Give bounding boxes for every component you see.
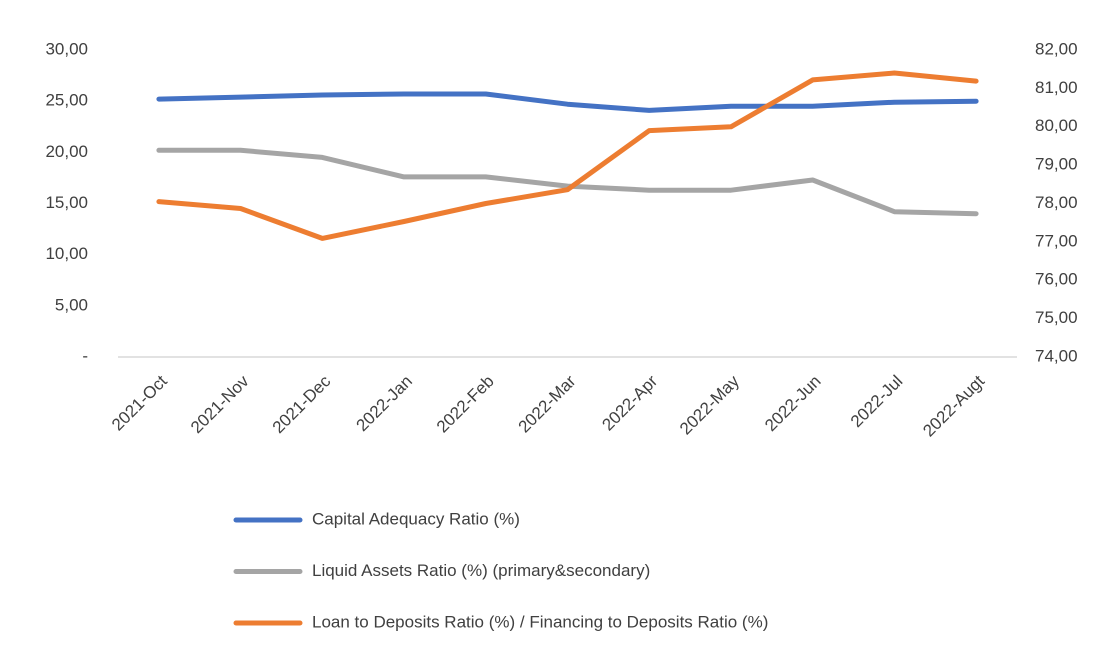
y2-tick-label: 80,00	[1035, 116, 1078, 135]
x-tick-label: 2022-Feb	[433, 372, 498, 437]
y2-tick-label: 74,00	[1035, 346, 1078, 365]
y-tick-label: 10,00	[45, 244, 88, 263]
x-tick-label: 2022-Augt	[919, 371, 988, 440]
y-tick-label: 30,00	[45, 39, 88, 58]
x-tick-label: 2022-Apr	[598, 371, 661, 434]
y2-tick-label: 81,00	[1035, 78, 1078, 97]
x-tick-label: 2022-May	[676, 371, 743, 438]
y2-tick-label: 75,00	[1035, 308, 1078, 327]
series-line	[156, 70, 979, 241]
series-line	[156, 147, 979, 217]
legend-label: Capital Adequacy Ratio (%)	[312, 509, 520, 528]
y2-tick-label: 77,00	[1035, 231, 1078, 250]
y-tick-label: 25,00	[45, 91, 88, 110]
y-tick-label: 5,00	[55, 295, 88, 314]
x-tick-label: 2022-Jan	[352, 372, 416, 436]
series-line	[156, 91, 979, 113]
y-tick-label: 15,00	[45, 193, 88, 212]
x-tick-label: 2021-Oct	[108, 371, 171, 434]
x-tick-label: 2022-Mar	[515, 371, 580, 436]
y-tick-label: -	[82, 346, 88, 365]
y2-tick-label: 78,00	[1035, 193, 1078, 212]
x-tick-label: 2022-Jun	[761, 372, 825, 436]
x-tick-label: 2022-Jul	[847, 372, 907, 432]
y-tick-label: 20,00	[45, 142, 88, 161]
y2-tick-label: 76,00	[1035, 270, 1078, 289]
y2-tick-label: 79,00	[1035, 155, 1078, 174]
legend-label: Loan to Deposits Ratio (%) / Financing t…	[312, 612, 768, 631]
x-tick-label: 2021-Dec	[269, 371, 335, 437]
y2-tick-label: 82,00	[1035, 39, 1078, 58]
x-tick-label: 2021-Nov	[187, 371, 253, 437]
legend-label: Liquid Assets Ratio (%) (primary&seconda…	[312, 561, 650, 580]
